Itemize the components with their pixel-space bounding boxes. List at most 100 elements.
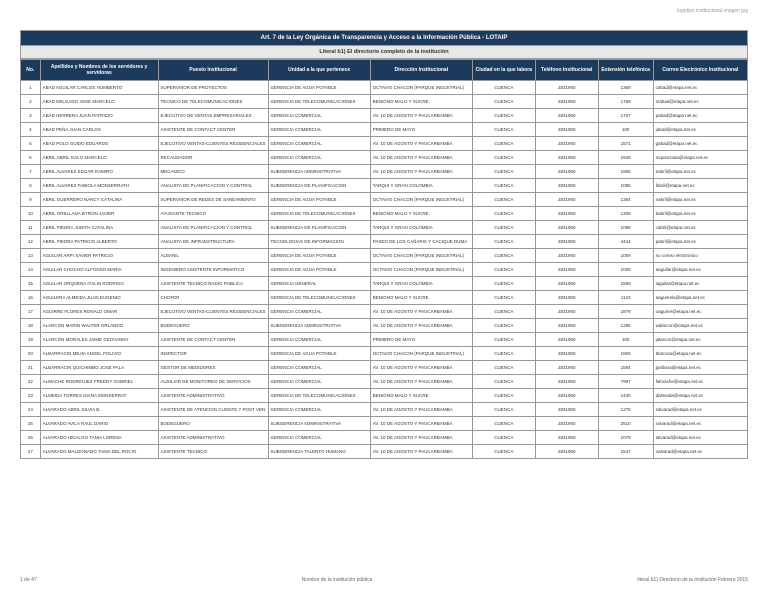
table-cell: GERENCIA COMERCIAL bbox=[268, 431, 370, 445]
table-cell: AV. 10 DE AGOSTO Y PAUCARBAMBA bbox=[370, 445, 472, 459]
table-cell: 1594 bbox=[598, 361, 653, 375]
table-cell: AGUILAR ORQUERA ITALIN RODRIGO bbox=[40, 277, 158, 291]
table-cell: 2831900 bbox=[535, 263, 598, 277]
table-cell: gabad@etapa.net.ec bbox=[653, 137, 747, 151]
table-cell: ANALISTA DE PLANIFICACION Y CONTROL bbox=[158, 221, 268, 235]
table-row: 1ABAD AGUILAR CARLOS HUMBERTOSUPERVISOR … bbox=[21, 81, 748, 95]
table-cell: fabril@etapa.net.ec bbox=[653, 179, 747, 193]
table-cell: OCTAVIO CHACON (PARQUE INDUSTRIAL) bbox=[370, 193, 472, 207]
table-row: 15AGUILAR ORQUERA ITALIN RODRIGOASISTENT… bbox=[21, 277, 748, 291]
table-cell: GERENCIA DE AGUA POTABLE bbox=[268, 347, 370, 361]
table-cell: 26 bbox=[21, 431, 41, 445]
table-cell: AV. 10 DE AGOSTO Y PAUCARBAMBA bbox=[370, 361, 472, 375]
table-cell: 2831900 bbox=[535, 431, 598, 445]
table-cell: BODEGUERO bbox=[158, 319, 268, 333]
table-cell: ANALISTA DE INFRAESTRUCTURA bbox=[158, 235, 268, 249]
table-cell: AGUIRRE FLORES RONALD OMAR bbox=[40, 305, 158, 319]
table-row: 11ABRIL PIEDRA JUDITH CATALINAANALISTA D… bbox=[21, 221, 748, 235]
table-cell: 2 bbox=[21, 95, 41, 109]
subtitle-bar: Literal b1) El directorio completo de la… bbox=[20, 46, 748, 59]
table-cell: 1571 bbox=[598, 137, 653, 151]
table-body: 1ABAD AGUILAR CARLOS HUMBERTOSUPERVISOR … bbox=[21, 81, 748, 459]
table-cell: 23 bbox=[21, 389, 41, 403]
table-cell: TECNOLOGIAS DE INFORMACION bbox=[268, 235, 370, 249]
table-row: 16AGUILERA ALMEIDA JUAN EUGENIOCHOFERGER… bbox=[21, 291, 748, 305]
table-cell: BENIGNO MALO Y SUCRE bbox=[370, 389, 472, 403]
table-cell: ABRIL PIEDRA JUDITH CATALINA bbox=[40, 221, 158, 235]
table-cell: ABRIL ALVAREZ FABIOLA MONSERRATH bbox=[40, 179, 158, 193]
table-cell: GERENCIA DE AGUA POTABLE bbox=[268, 263, 370, 277]
table-row: 12ABRIL PIEDRA PATRICIO ALBERTOANALISTA … bbox=[21, 235, 748, 249]
table-cell: ASISTENTE ADMINISTRATIVO bbox=[158, 389, 268, 403]
table-cell: 1809 bbox=[598, 347, 653, 361]
table-cell: jabad@etapa.net.ec bbox=[653, 123, 747, 137]
table-cell: EJECUTIVO VENTAS-CLIENTES RESIDENCIALES bbox=[158, 137, 268, 151]
table-row: 26ALVARADO HIDALGO TANIA LORENAASISTENTE… bbox=[21, 431, 748, 445]
table-cell: GERENCIA GENERAL bbox=[268, 277, 370, 291]
table-row: 23ALMEIDA TORRES DIANA MONSERRATASISTENT… bbox=[21, 389, 748, 403]
table-cell: GERENCIA COMERCIAL bbox=[268, 123, 370, 137]
table-cell: OCTAVIO CHACON (PARQUE INDUSTRIAL) bbox=[370, 249, 472, 263]
table-cell: AGUILAR ARPI XAVIER PATRICIO bbox=[40, 249, 158, 263]
table-cell: CUENCA bbox=[472, 305, 535, 319]
table-cell: CUENCA bbox=[472, 431, 535, 445]
table-cell: 2831900 bbox=[535, 179, 598, 193]
table-cell: AGUILERA ALMEIDA JUAN EUGENIO bbox=[40, 291, 158, 305]
table-cell: 25 bbox=[21, 417, 41, 431]
table-cell: aaguilar@etapa.net.ec bbox=[653, 263, 747, 277]
table-cell: EJECUTIVO VENTAS-CLIENTES RESIDENCIALES bbox=[158, 305, 268, 319]
table-cell: mqueszada@etapa.net.ec bbox=[653, 151, 747, 165]
table-cell: GERENCIA COMERCIAL bbox=[268, 305, 370, 319]
table-cell: BENIGNO MALO Y SUCRE bbox=[370, 207, 472, 221]
table-cell: 2831900 bbox=[535, 81, 598, 95]
table-cell: ABAD HERRERA JUAN PATRICIO bbox=[40, 109, 158, 123]
table-cell: 27 bbox=[21, 445, 41, 459]
table-cell: CUENCA bbox=[472, 319, 535, 333]
table-cell: 20 bbox=[21, 347, 41, 361]
table-cell: 1295 bbox=[598, 319, 653, 333]
table-cell: ABAD POLO GUIDO EDUARDO bbox=[40, 137, 158, 151]
table-cell: PRIMERO DE MAYO bbox=[370, 123, 472, 137]
table-cell: MECANICO bbox=[158, 165, 268, 179]
table-cell: falmache@etapa.net.ec bbox=[653, 375, 747, 389]
table-cell: ABAD DELGADO JOSE MARCELO bbox=[40, 95, 158, 109]
table-cell: aaguirrela@etapa.net.ec bbox=[653, 291, 747, 305]
table-cell: CUENCA bbox=[472, 123, 535, 137]
table-cell: CUENCA bbox=[472, 235, 535, 249]
table-cell: 2831900 bbox=[535, 165, 598, 179]
table-row: 22ALMACHE RODRIGUEZ FREDDY GABRIELAUXILI… bbox=[21, 375, 748, 389]
table-cell: 17 bbox=[21, 305, 41, 319]
table-cell: 16 bbox=[21, 291, 41, 305]
table-cell: 1707 bbox=[598, 109, 653, 123]
table-cell: ALVARADO ABRIL SILVIA B. bbox=[40, 403, 158, 417]
table-cell: BENIGNO MALO Y SUCRE bbox=[370, 95, 472, 109]
table-cell: no correo electronico bbox=[653, 249, 747, 263]
table-cell: TARQUI Y GRAN COLOMBIA bbox=[370, 221, 472, 235]
table-cell: TARQUI Y GRAN COLOMBIA bbox=[370, 277, 472, 291]
table-cell: SUBGERENCIA DE PLANIFICACION bbox=[268, 179, 370, 193]
table-cell: 1 bbox=[21, 81, 41, 95]
col-header-no: No. bbox=[21, 60, 41, 81]
table-cell: GERENCIA COMERCIAL bbox=[268, 109, 370, 123]
table-row: 24ALVARADO ABRIL SILVIA B.ASISTENTE DE A… bbox=[21, 403, 748, 417]
table-cell: 2831900 bbox=[535, 95, 598, 109]
table-cell: GERENCIA COMERCIAL bbox=[268, 403, 370, 417]
footer-page-num: 1 de 47 bbox=[20, 577, 37, 583]
table-cell: cabad@etapa.net.ec bbox=[653, 81, 747, 95]
col-header-puesto: Puesto Institucional bbox=[158, 60, 268, 81]
table-cell: OCTAVIO CHACON (PARQUE INDUSTRIAL) bbox=[370, 347, 472, 361]
table-cell: 2831900 bbox=[535, 221, 598, 235]
table-cell: ALMEIDA TORRES DIANA MONSERRAT bbox=[40, 389, 158, 403]
table-cell: CUENCA bbox=[472, 361, 535, 375]
table-row: 4ABAD PEÑA JUAN CARLOSASISTENTE DE CONTA… bbox=[21, 123, 748, 137]
table-cell: 1384 bbox=[598, 193, 653, 207]
table-cell: ralvarad@etapa.net.ec bbox=[653, 417, 747, 431]
table-cell: 1430 bbox=[598, 389, 653, 403]
table-cell: GERENCIA COMERCIAL bbox=[268, 375, 370, 389]
table-cell: ALARCON MORALES JAIME GEOVANNY bbox=[40, 333, 158, 347]
table-cell: 2831900 bbox=[535, 193, 598, 207]
table-cell: 2831900 bbox=[535, 305, 598, 319]
table-cell: GERENCIA DE TELECOMUNICACIONES bbox=[268, 207, 370, 221]
table-row: 3ABAD HERRERA JUAN PATRICIOEJECUTIVO DE … bbox=[21, 109, 748, 123]
table-cell: 2831900 bbox=[535, 109, 598, 123]
